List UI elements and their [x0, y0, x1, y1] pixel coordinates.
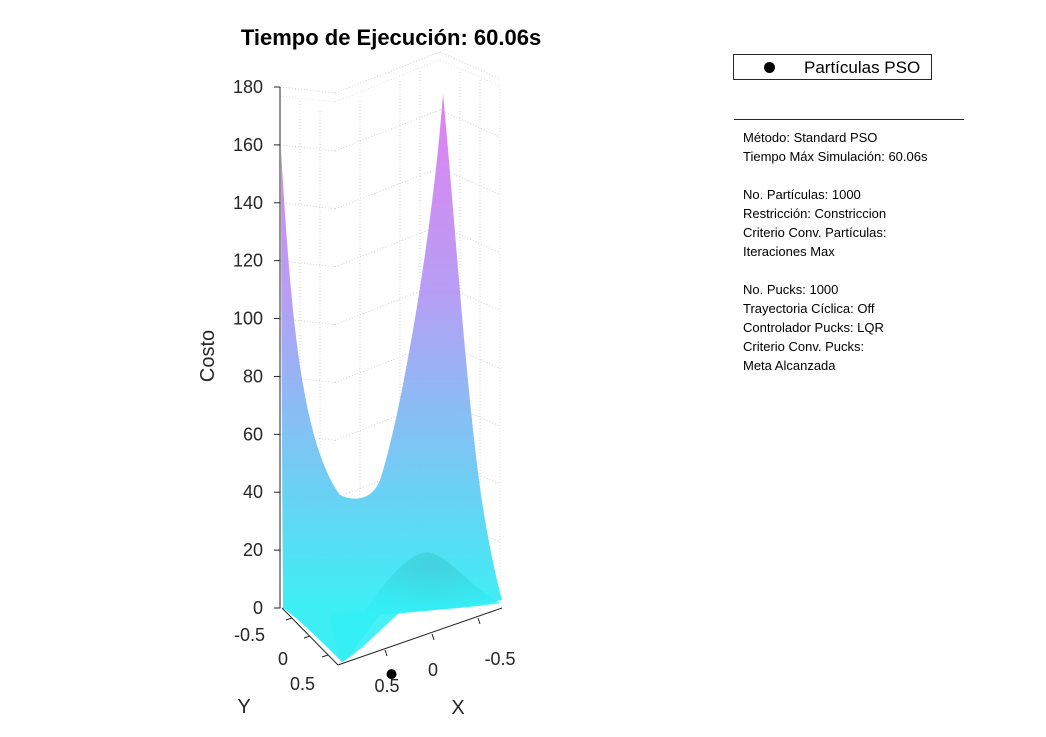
x-tick-mark-0 — [477, 617, 481, 625]
grid-line-z-8 — [279, 109, 501, 152]
y-tick-label-2: 0.5 — [290, 674, 315, 694]
x-tick-mark-1 — [431, 633, 435, 641]
grid-line-z-6 — [279, 225, 501, 268]
info-line: Criterio Conv. Pucks: — [743, 339, 865, 354]
cost-surface — [281, 94, 502, 662]
y-axis-label: Y — [237, 696, 250, 718]
z-axis-label: Costo — [197, 330, 219, 382]
z-tick-label-3: 60 — [243, 424, 263, 444]
x-tick-label-1: 0 — [428, 660, 438, 680]
x-axis-line — [337, 607, 503, 666]
z-tick-label-4: 80 — [243, 366, 263, 386]
surface-bump — [365, 552, 500, 612]
grid-line-z-5 — [279, 283, 501, 326]
info-line: Iteraciones Max — [743, 244, 835, 259]
info-line: Criterio Conv. Partículas: — [743, 225, 887, 240]
y-tick-label-1: 0 — [278, 649, 288, 669]
chart-title: Tiempo de Ejecución: 60.06s — [241, 25, 541, 50]
info-line: Controlador Pucks: LQR — [743, 320, 884, 335]
info-divider — [734, 119, 964, 120]
info-line: Meta Alcanzada — [743, 358, 836, 373]
info-line: Método: Standard PSO — [743, 130, 878, 145]
info-line: Restricción: Constriccion — [743, 206, 887, 221]
y-tick-mark-0 — [285, 617, 293, 621]
x-axis-label: X — [451, 697, 464, 719]
surface-back-sheet — [281, 94, 502, 662]
particle-point-0-0 — [386, 669, 397, 680]
info-panel: Método: Standard PSO Tiempo Máx Simulació… — [743, 128, 928, 375]
z-tick-label-9: 180 — [233, 77, 263, 97]
info-line: No. Partículas: 1000 — [743, 187, 861, 202]
legend-label: Partículas PSO — [804, 58, 921, 77]
info-line: No. Pucks: 1000 — [743, 282, 839, 297]
z-tick-label-1: 20 — [243, 540, 263, 560]
surface-front-edge — [330, 611, 400, 662]
legend: Partículas PSO — [733, 54, 932, 80]
y-tick-mark-1 — [303, 635, 311, 639]
info-line — [743, 166, 928, 185]
info-line: Trayectoria Cíclica: Off — [743, 301, 875, 316]
y-tick-label-0: -0.5 — [234, 625, 265, 645]
z-tick-label-0: 0 — [253, 598, 263, 618]
info-line: Tiempo Máx Simulación: 60.06s — [743, 149, 928, 164]
z-tick-label-7: 140 — [233, 193, 263, 213]
grid-line-z-7 — [279, 167, 501, 210]
x-tick-mark-2 — [384, 649, 388, 657]
legend-marker-icon — [764, 62, 775, 73]
particle-markers — [386, 669, 397, 680]
y-tick-mark-2 — [321, 654, 329, 658]
x-tick-label-0: -0.5 — [484, 649, 515, 669]
grid-line-z-9 — [279, 51, 501, 94]
info-line — [743, 261, 928, 280]
z-tick-label-2: 40 — [243, 482, 263, 502]
z-tick-label-8: 160 — [233, 135, 263, 155]
z-tick-label-6: 120 — [233, 251, 263, 271]
z-tick-label-5: 100 — [233, 309, 263, 329]
x-tick-label-2: 0.5 — [374, 676, 399, 696]
